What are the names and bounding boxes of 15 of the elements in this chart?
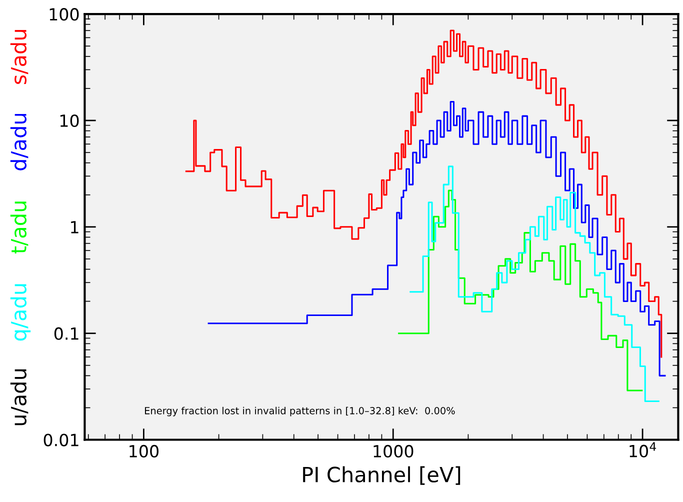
- y-tick-label: 10: [60, 114, 79, 128]
- x-tick-label: 100: [130, 444, 158, 458]
- y-tick-label: 1: [71, 221, 78, 234]
- x-tick-label: 1000: [374, 444, 414, 458]
- annotation: Energy fraction lost in invalid patterns in [1.0–32.8] keV: 0.00%: [145, 406, 455, 416]
- y-tick-label: 100: [50, 8, 79, 21]
- text: d/adu: [10, 114, 28, 170]
- text: t/adu: [10, 202, 28, 254]
- x-tick-label: 10$^{4}$: [630, 442, 656, 458]
- text: s/adu: [10, 30, 28, 84]
- y-tick-label: 0.01: [44, 434, 78, 446]
- x-axis-title: PI Channel [eV]: [303, 466, 460, 485]
- text: q/adu: [10, 284, 31, 341]
- legend-label: u/adu: [10, 369, 28, 426]
- y-tick-label: 0.1: [54, 327, 78, 340]
